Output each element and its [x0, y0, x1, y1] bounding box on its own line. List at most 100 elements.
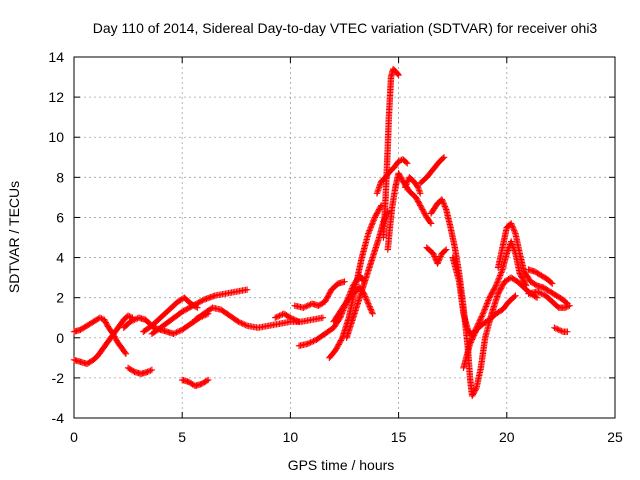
plus-marker [193, 300, 201, 307]
plus-marker [438, 196, 446, 203]
plus-marker [468, 337, 475, 345]
plus-marker [276, 312, 283, 319]
y-tick-label: 12 [48, 89, 64, 105]
plus-marker [426, 219, 434, 226]
plus-marker [507, 220, 515, 227]
plus-marker [129, 317, 137, 324]
plus-marker [493, 279, 501, 286]
plus-marker [197, 297, 205, 305]
plus-marker [203, 377, 211, 384]
plus-marker [369, 218, 377, 226]
plus-marker [470, 332, 478, 339]
plus-marker [303, 303, 310, 310]
plus-marker [508, 221, 515, 229]
plus-marker [404, 178, 411, 185]
plus-marker [482, 304, 489, 312]
plus-marker [510, 225, 517, 233]
y-tick-label: -4 [52, 410, 65, 426]
plus-marker [484, 298, 491, 306]
plus-marker [555, 326, 562, 333]
plus-marker [477, 316, 484, 323]
plus-marker [241, 321, 248, 328]
plus-marker [174, 328, 182, 335]
plus-marker [431, 253, 438, 260]
plus-marker [498, 267, 506, 275]
plus-marker [494, 278, 501, 285]
plus-marker [365, 230, 372, 237]
plus-marker [273, 313, 280, 321]
plus-marker [564, 303, 572, 310]
plus-marker [427, 220, 435, 227]
series-track-10 [291, 278, 348, 311]
plus-marker [362, 293, 369, 300]
plus-marker [368, 222, 375, 230]
plus-marker [304, 302, 311, 309]
plus-marker [338, 335, 345, 343]
plus-marker [539, 291, 547, 298]
plus-marker [485, 295, 493, 303]
plus-marker [243, 286, 251, 293]
series-track-5 [140, 294, 201, 335]
plus-marker [533, 288, 541, 295]
chart-title: Day 110 of 2014, Sidereal Day-to-day VTE… [93, 20, 598, 36]
series-track-8 [179, 376, 212, 390]
plus-marker [562, 304, 569, 311]
plus-marker [285, 313, 293, 321]
y-axis-title: SDTVAR / TECUs [6, 181, 22, 293]
plus-marker [148, 366, 156, 374]
plus-marker [481, 306, 488, 313]
series-track-16 [380, 65, 402, 241]
plus-marker [470, 333, 477, 340]
series-track-4 [124, 364, 156, 378]
plus-marker [468, 336, 476, 343]
plus-marker [440, 154, 448, 161]
plus-marker [441, 201, 448, 209]
plus-marker [126, 313, 133, 320]
plus-marker [307, 339, 314, 346]
plus-marker [184, 305, 191, 312]
plus-marker [305, 301, 313, 309]
plus-marker [417, 190, 424, 197]
plus-marker [304, 340, 311, 347]
plus-marker [414, 182, 421, 190]
plus-marker [300, 304, 307, 311]
plus-marker [472, 329, 479, 336]
plus-marker [361, 291, 368, 299]
plus-marker [367, 306, 374, 313]
plus-marker [564, 328, 571, 335]
plus-marker [439, 155, 447, 162]
plus-marker [467, 339, 474, 346]
series-track-27 [551, 324, 571, 335]
plus-marker [492, 282, 500, 289]
plus-marker [509, 223, 516, 230]
plus-marker [179, 308, 186, 315]
y-tick-label: 10 [48, 129, 64, 145]
plus-marker [366, 225, 374, 233]
plus-marker [512, 292, 519, 299]
plus-marker [183, 306, 190, 313]
plus-marker [196, 298, 203, 306]
plus-marker [437, 253, 444, 260]
plus-marker [551, 324, 558, 331]
plus-marker [145, 368, 153, 375]
plus-marker [403, 179, 411, 187]
plus-marker [370, 217, 377, 224]
plus-marker [497, 270, 504, 278]
series-track-18 [401, 174, 424, 197]
plus-marker [365, 228, 373, 236]
plus-marker [310, 337, 317, 345]
plus-marker [430, 250, 437, 257]
plus-marker [180, 307, 187, 315]
plus-marker [485, 297, 492, 304]
plus-marker [479, 310, 487, 317]
plus-marker [556, 327, 564, 334]
plus-marker [436, 254, 444, 262]
y-tick-label: 2 [56, 290, 64, 306]
plus-marker [124, 312, 132, 319]
plus-marker [367, 224, 374, 231]
plus-marker [496, 273, 503, 281]
plus-marker [443, 246, 450, 253]
plus-marker [511, 227, 518, 234]
x-tick-label: 25 [607, 429, 623, 445]
series-track-2 [70, 312, 136, 368]
